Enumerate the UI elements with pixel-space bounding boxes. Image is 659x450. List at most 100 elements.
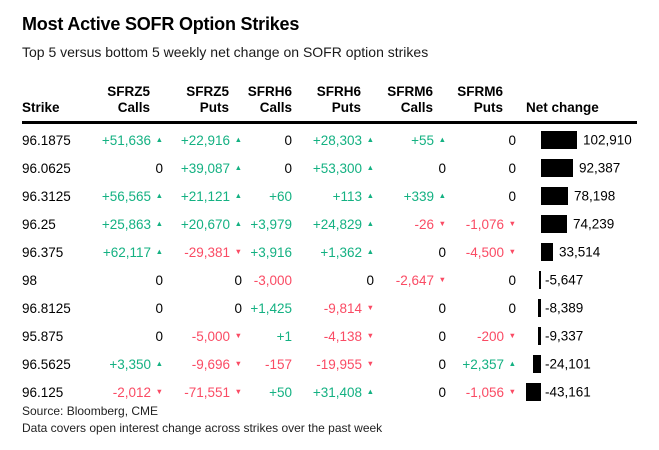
change-value: -5,000 bbox=[191, 328, 230, 344]
up-triangle-icon: ▲ bbox=[155, 191, 163, 201]
change-value: +39,087 bbox=[180, 160, 230, 176]
net-change-cell: 102,910 bbox=[516, 126, 637, 154]
change-value-cell: -9,696 ▼ bbox=[163, 357, 242, 372]
strike-value: 96.3125 bbox=[22, 188, 71, 204]
net-change-label: -9,337 bbox=[545, 328, 584, 344]
change-value: 0 bbox=[508, 132, 516, 148]
change-value: +20,670 bbox=[180, 216, 230, 232]
table-body: 96.1875 +51,636 ▲ +22,916 ▲ 0 +28,303 ▲ +55 ▲ 0 102… bbox=[22, 126, 637, 406]
net-change-cell: -8,389 bbox=[516, 294, 637, 322]
net-change-bar bbox=[538, 299, 541, 317]
change-value: 0 bbox=[508, 160, 516, 176]
down-triangle-icon: ▼ bbox=[234, 359, 242, 369]
change-value: 0 bbox=[438, 328, 446, 344]
up-triangle-icon: ▲ bbox=[366, 191, 374, 201]
down-triangle-icon: ▼ bbox=[234, 387, 242, 397]
change-value-cell: +22,916 ▲ bbox=[163, 133, 242, 148]
change-value: -19,955 bbox=[316, 356, 362, 372]
chart-title: Most Active SOFR Option Strikes bbox=[22, 14, 300, 34]
change-value: 0 bbox=[508, 272, 516, 288]
change-value-cell: +2,357 ▲ bbox=[446, 357, 516, 372]
change-value-cell: +51,636 ▲ bbox=[92, 133, 163, 148]
change-value-cell: 0 bbox=[446, 189, 516, 204]
change-value: -2,647 bbox=[395, 272, 434, 288]
change-value-cell: +53,300 ▲ bbox=[292, 161, 374, 176]
net-change-bar bbox=[541, 159, 573, 177]
table-row: 98 0 0 -3,000 0 -2,647 ▼ 0 -5,647 bbox=[22, 266, 637, 294]
table-row: 96.8125 0 0 +1,425 -9,814 ▼ 0 0 -8,389 bbox=[22, 294, 637, 322]
change-value: -2,012 bbox=[112, 384, 151, 400]
change-value: +60 bbox=[269, 188, 292, 204]
change-value-cell: 0 bbox=[163, 301, 242, 316]
strike-value: 96.125 bbox=[22, 384, 64, 400]
change-value: 0 bbox=[438, 160, 446, 176]
change-value: +25,863 bbox=[101, 216, 151, 232]
change-value-cell: -19,955 ▼ bbox=[292, 357, 374, 372]
net-change-label: -43,161 bbox=[545, 384, 591, 400]
strike-value: 96.375 bbox=[22, 244, 64, 260]
change-value-cell: -29,381 ▼ bbox=[163, 245, 242, 260]
change-value: 0 bbox=[155, 328, 163, 344]
net-change-cell: 74,239 bbox=[516, 210, 637, 238]
change-value-cell: 0 bbox=[374, 301, 446, 316]
down-triangle-icon: ▼ bbox=[234, 331, 242, 341]
up-triangle-icon: ▲ bbox=[234, 191, 242, 201]
net-change-bar bbox=[541, 243, 553, 261]
change-value-cell: +28,303 ▲ bbox=[292, 133, 374, 148]
net-change-label: 33,514 bbox=[559, 244, 601, 260]
change-value: +62,117 bbox=[102, 244, 151, 260]
down-triangle-icon: ▼ bbox=[366, 331, 374, 341]
change-value: +113 bbox=[332, 188, 362, 204]
change-value-cell: 0 bbox=[374, 357, 446, 372]
change-value-cell: 0 bbox=[446, 161, 516, 176]
change-value: +1 bbox=[276, 328, 292, 344]
table-row: 95.875 0 -5,000 ▼ +1 -4,138 ▼ 0 -200 ▼ -9,337 bbox=[22, 322, 637, 350]
net-change-label: 78,198 bbox=[574, 188, 616, 204]
change-value: 0 bbox=[234, 272, 242, 288]
up-triangle-icon: ▲ bbox=[366, 163, 374, 173]
change-value-cell: -2,012 ▼ bbox=[92, 385, 163, 400]
change-value: +24,829 bbox=[312, 216, 362, 232]
net-change-label: -5,647 bbox=[545, 272, 584, 288]
change-value-cell: 0 bbox=[242, 161, 292, 176]
change-value-cell: +31,408 ▲ bbox=[292, 385, 374, 400]
net-change-label: 102,910 bbox=[583, 132, 632, 148]
net-change-bar bbox=[539, 271, 541, 289]
strike-value: 96.0625 bbox=[22, 160, 71, 176]
change-value: +56,565 bbox=[101, 188, 151, 204]
net-change-bar bbox=[526, 383, 541, 401]
table-row: 96.125 -2,012 ▼ -71,551 ▼ +50 +31,408 ▲ 0 -1,056 ▼… bbox=[22, 378, 637, 406]
change-value: -1,076 bbox=[465, 216, 504, 232]
change-value: 0 bbox=[284, 132, 292, 148]
table-row: 96.25 +25,863 ▲ +20,670 ▲ +3,979 +24,829 ▲ -26 ▼ -… bbox=[22, 210, 637, 238]
net-change-label: 92,387 bbox=[579, 160, 621, 176]
net-change-label: -24,101 bbox=[545, 356, 591, 372]
net-change-cell: -9,337 bbox=[516, 322, 637, 350]
change-value-cell: +62,117 ▲ bbox=[92, 245, 163, 260]
change-value: +21,121 bbox=[180, 188, 230, 204]
up-triangle-icon: ▲ bbox=[366, 387, 374, 397]
up-triangle-icon: ▲ bbox=[234, 163, 242, 173]
change-value-cell: 0 bbox=[374, 161, 446, 176]
change-value-cell: +21,121 ▲ bbox=[163, 189, 242, 204]
change-value-cell: -1,076 ▼ bbox=[446, 217, 516, 232]
net-change-cell: 33,514 bbox=[516, 238, 637, 266]
column-header-sfrm6-puts: SFRM6 Puts bbox=[457, 84, 503, 115]
net-change-bar bbox=[541, 187, 568, 205]
change-value-cell: +50 bbox=[242, 385, 292, 400]
up-triangle-icon: ▲ bbox=[155, 135, 163, 145]
change-value-cell: 0 bbox=[446, 301, 516, 316]
change-value-cell: -3,000 bbox=[242, 273, 292, 288]
change-value: +3,916 bbox=[250, 244, 292, 260]
change-value: -4,138 bbox=[323, 328, 362, 344]
header-divider bbox=[22, 121, 637, 124]
change-value: 0 bbox=[438, 384, 446, 400]
down-triangle-icon: ▼ bbox=[508, 219, 516, 229]
change-value: -4,500 bbox=[465, 244, 504, 260]
column-header-sfrh6-calls: SFRH6 Calls bbox=[247, 84, 292, 115]
down-triangle-icon: ▼ bbox=[438, 219, 446, 229]
change-value: -9,696 bbox=[191, 356, 230, 372]
change-value: 0 bbox=[438, 244, 446, 260]
change-value: 0 bbox=[155, 160, 163, 176]
